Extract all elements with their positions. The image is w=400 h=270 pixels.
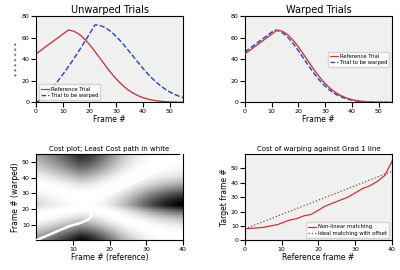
Y-axis label: Frame # (warped): Frame # (warped) [12, 162, 20, 232]
Title: Cost plot; Least Cost path in white: Cost plot; Least Cost path in white [50, 146, 170, 152]
Title: Warped Trials: Warped Trials [286, 5, 351, 15]
Title: Unwarped Trials: Unwarped Trials [70, 5, 148, 15]
X-axis label: Reference frame #: Reference frame # [282, 253, 354, 262]
Legend: Reference Trial, Trial to be warped: Reference Trial, Trial to be warped [328, 52, 389, 67]
X-axis label: Frame # (reference): Frame # (reference) [71, 253, 148, 262]
X-axis label: Frame #: Frame # [93, 115, 126, 124]
Y-axis label: * * * * * * *: * * * * * * * [16, 42, 20, 76]
Y-axis label: Target frame #: Target frame # [220, 168, 229, 226]
Title: Cost of warping against Grad 1 line: Cost of warping against Grad 1 line [257, 146, 380, 152]
Legend: Reference Trial, Trial to be warped: Reference Trial, Trial to be warped [39, 85, 100, 100]
Legend: Non-linear matching, Ideal matching with offset: Non-linear matching, Ideal matching with… [306, 222, 389, 238]
X-axis label: Frame #: Frame # [302, 115, 335, 124]
